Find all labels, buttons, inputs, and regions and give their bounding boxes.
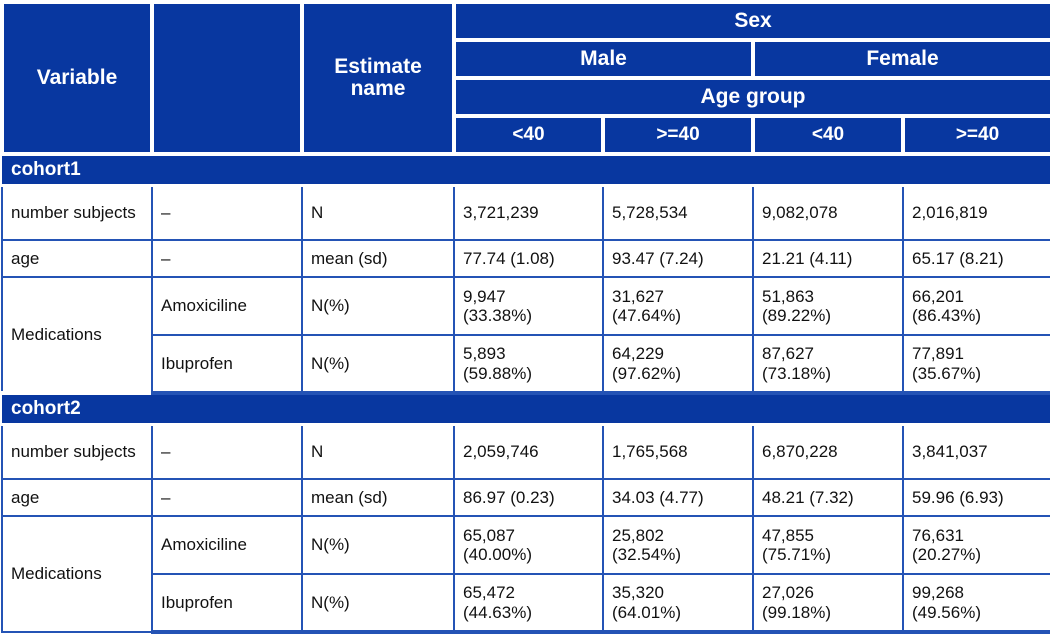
- cell-value: 9,947 (33.38%): [453, 276, 604, 336]
- cell-value: 65,087 (40.00%): [453, 515, 604, 575]
- cell-value: 9,082,078: [752, 184, 904, 241]
- cell-level: Ibuprofen: [151, 334, 303, 395]
- table-row: Medications Amoxiciline N(%) 9,947 (33.3…: [1, 276, 1050, 394]
- section-row-cohort1: cohort1: [2, 152, 1050, 187]
- cell-estimate: N(%): [301, 334, 455, 395]
- cell-variable: age: [1, 478, 153, 517]
- cell-value: 2,016,819: [902, 184, 1050, 241]
- table-row: Ibuprofen N(%) 65,472 (44.63%) 35,320 (6…: [2, 573, 1050, 634]
- cell-level: –: [151, 184, 303, 241]
- cell-value: 3,721,239: [453, 184, 604, 241]
- cell-variable: Medications: [1, 515, 153, 633]
- header-female-ge40: >=40: [901, 114, 1050, 156]
- cell-value: 1,765,568: [602, 423, 754, 480]
- cell-variable: age: [1, 239, 153, 278]
- table-row: number subjects – N 3,721,239 5,728,534 …: [1, 184, 1050, 241]
- cell-value: 93.47 (7.24): [602, 239, 754, 278]
- cell-level: Ibuprofen: [151, 573, 303, 634]
- header-estimate-name: Estimate name: [300, 0, 456, 156]
- cell-value: 66,201 (86.43%): [902, 276, 1050, 336]
- header-male-lt40: <40: [452, 114, 605, 156]
- cell-estimate: N: [301, 184, 455, 241]
- header-age-group: Age group: [452, 76, 1050, 118]
- table-row: number subjects – N 2,059,746 1,765,568 …: [1, 423, 1050, 480]
- header-male: Male: [452, 38, 755, 80]
- cell-value: 48.21 (7.32): [752, 478, 904, 517]
- cell-value: 51,863 (89.22%): [752, 276, 904, 336]
- cell-value: 86.97 (0.23): [453, 478, 604, 517]
- cell-level: Amoxiciline: [151, 515, 303, 575]
- cell-value: 5,728,534: [602, 184, 754, 241]
- cell-value: 77,891 (35.67%): [902, 334, 1050, 395]
- cell-variable: Medications: [1, 276, 153, 394]
- cell-level: Amoxiciline: [151, 276, 303, 336]
- cell-variable: number subjects: [1, 184, 153, 241]
- cell-value: 47,855 (75.71%): [752, 515, 904, 575]
- header-female-lt40: <40: [751, 114, 905, 156]
- cell-estimate: N: [301, 423, 455, 480]
- cell-estimate: N(%): [301, 573, 455, 634]
- section-header-cohort1: cohort1: [2, 152, 1050, 187]
- cell-value: 2,059,746: [453, 423, 604, 480]
- cell-value: 21.21 (4.11): [752, 239, 904, 278]
- cell-value: 35,320 (64.01%): [602, 573, 754, 634]
- cell-value: 65.17 (8.21): [902, 239, 1050, 278]
- cell-level: –: [151, 423, 303, 480]
- header-male-ge40: >=40: [601, 114, 755, 156]
- table-row: age – mean (sd) 77.74 (1.08) 93.47 (7.24…: [1, 239, 1050, 278]
- header-blank: [150, 0, 304, 156]
- cell-value: 76,631 (20.27%): [902, 515, 1050, 575]
- table-row: Ibuprofen N(%) 5,893 (59.88%) 64,229 (97…: [2, 334, 1050, 395]
- cell-value: 87,627 (73.18%): [752, 334, 904, 395]
- cell-value: 31,627 (47.64%): [602, 276, 754, 336]
- cell-value: 99,268 (49.56%): [902, 573, 1050, 634]
- cell-value: 3,841,037: [902, 423, 1050, 480]
- cell-estimate: mean (sd): [301, 478, 455, 517]
- cell-estimate: N(%): [301, 515, 455, 575]
- cell-value: 65,472 (44.63%): [453, 573, 604, 634]
- cell-value: 59.96 (6.93): [902, 478, 1050, 517]
- section-row-cohort2: cohort2: [2, 391, 1050, 426]
- cell-value: 6,870,228: [752, 423, 904, 480]
- header-variable: Variable: [0, 0, 154, 156]
- header-sex: Sex: [452, 0, 1050, 42]
- table-row: age – mean (sd) 86.97 (0.23) 34.03 (4.77…: [1, 478, 1050, 517]
- section-header-cohort2: cohort2: [2, 391, 1050, 426]
- cell-value: 64,229 (97.62%): [602, 334, 754, 395]
- cell-value: 77.74 (1.08): [453, 239, 604, 278]
- header-female: Female: [751, 38, 1050, 80]
- cell-value: 27,026 (99.18%): [752, 573, 904, 634]
- cell-estimate: N(%): [301, 276, 455, 336]
- cell-level: –: [151, 478, 303, 517]
- cell-value: 34.03 (4.77): [602, 478, 754, 517]
- cell-value: 25,802 (32.54%): [602, 515, 754, 575]
- cell-level: –: [151, 239, 303, 278]
- cell-estimate: mean (sd): [301, 239, 455, 278]
- cell-variable: number subjects: [1, 423, 153, 480]
- table-row: Medications Amoxiciline N(%) 65,087 (40.…: [1, 515, 1050, 633]
- cell-value: 5,893 (59.88%): [453, 334, 604, 395]
